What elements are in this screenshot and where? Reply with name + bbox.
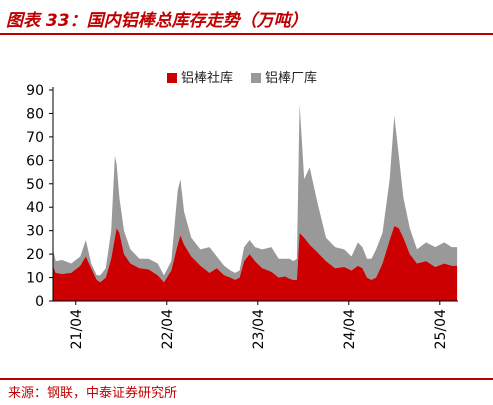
x-tick-label: 21/04 xyxy=(69,309,85,349)
y-tick-label: 90 xyxy=(26,83,44,99)
source-note: 来源：钢联，中泰证券研究所 xyxy=(8,386,178,401)
y-tick-label: 70 xyxy=(26,130,44,146)
x-tick-label: 25/04 xyxy=(433,309,449,349)
x-axis-ticks: 21/04 22/04 23/04 24/04 25/04 xyxy=(69,301,449,349)
y-tick-label: 40 xyxy=(26,200,44,216)
x-tick-label: 23/04 xyxy=(251,309,267,349)
y-axis-ticks: 0 10 20 30 40 50 60 70 80 90 xyxy=(26,83,53,310)
y-tick-label: 0 xyxy=(35,294,44,310)
title-bar: 图表 33：国内铝棒总库存走势（万吨） xyxy=(0,0,493,38)
legend: 铝棒社库 铝棒厂库 xyxy=(167,70,317,86)
y-tick-label: 80 xyxy=(26,106,44,122)
x-tick-label: 24/04 xyxy=(342,309,358,349)
legend-swatch-1 xyxy=(167,73,177,83)
series-areas xyxy=(53,104,458,301)
y-tick-label: 20 xyxy=(26,247,44,263)
chart-title: 图表 33：国内铝棒总库存走势（万吨） xyxy=(6,11,308,31)
y-tick-label: 50 xyxy=(26,177,44,193)
legend-swatch-2 xyxy=(251,73,261,83)
y-tick-label: 30 xyxy=(26,224,44,240)
y-tick-label: 10 xyxy=(26,271,44,287)
source-divider xyxy=(0,378,493,380)
legend-label-1: 铝棒社库 xyxy=(181,70,233,86)
x-tick-label: 22/04 xyxy=(160,309,176,349)
axes xyxy=(52,87,458,302)
title-divider xyxy=(0,33,493,35)
series-area-1 xyxy=(53,226,458,301)
legend-label-2: 铝棒厂库 xyxy=(265,70,317,86)
y-tick-label: 60 xyxy=(26,153,44,169)
